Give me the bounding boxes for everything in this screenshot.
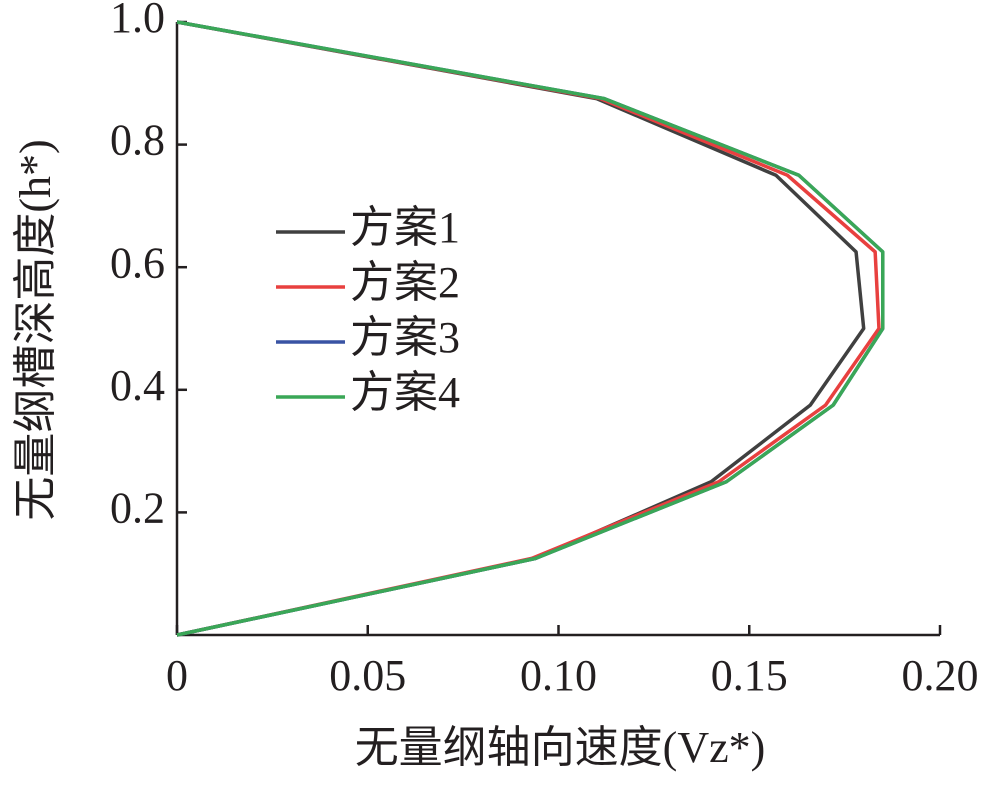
- x-tick-label: 0.10: [520, 651, 597, 700]
- y-tick-label: 0.8: [110, 116, 165, 165]
- x-tick-label: 0.05: [329, 651, 406, 700]
- y-tick-label: 0.6: [110, 238, 165, 287]
- x-tick-label: 0: [166, 651, 188, 700]
- series-line: [176, 20, 881, 637]
- series-line: [176, 20, 885, 637]
- legend-label: 方案1: [350, 203, 460, 252]
- series-line: [176, 20, 885, 637]
- y-tick-label: 1.0: [110, 0, 165, 42]
- x-tick-label: 0.20: [902, 651, 979, 700]
- legend-label: 方案3: [350, 313, 460, 362]
- x-tick-label: 0.15: [711, 651, 788, 700]
- legend-label: 方案4: [350, 368, 460, 417]
- y-tick-label: 0.4: [110, 361, 165, 410]
- legend-label: 方案2: [350, 258, 460, 307]
- y-tick-label: 0.2: [110, 483, 165, 532]
- x-axis-label: 无量纲轴向速度(Vz*): [355, 723, 766, 772]
- series-line: [176, 20, 866, 637]
- y-axis-label: 无量纲槽深高度(h*): [11, 139, 60, 520]
